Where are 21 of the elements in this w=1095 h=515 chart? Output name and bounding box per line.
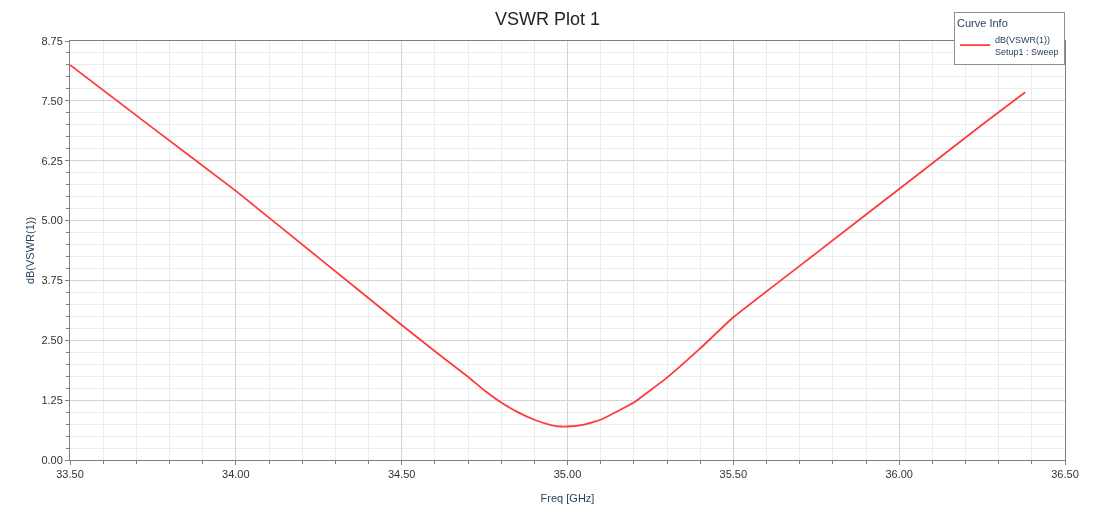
y-tick-label: 8.75 [41, 34, 63, 47]
x-tick-label: 35.50 [719, 468, 748, 481]
x-tick-label: 34.00 [222, 468, 250, 481]
y-axis-title: dB(VSWR(1)) [24, 216, 37, 285]
x-tick-label: 34.50 [387, 468, 416, 481]
chart-title: VSWR Plot 1 [494, 9, 601, 30]
legend-label: dB(VSWR(1)) Setup1 : Sweep [995, 34, 1059, 57]
x-tick-label: 36.50 [1051, 468, 1079, 481]
y-tick-label: 1.25 [41, 393, 63, 406]
y-tick-label: 5.00 [41, 214, 63, 227]
x-tick-label: 35.00 [553, 468, 582, 481]
legend-title: Curve Info [957, 16, 1008, 29]
y-tick-label: 6.25 [41, 154, 63, 167]
y-tick-label: 0.00 [41, 453, 63, 466]
y-tick-label: 3.75 [41, 274, 63, 287]
x-tick-label: 33.50 [56, 468, 84, 481]
line-series [70, 64, 1027, 428]
y-tick-label: 2.50 [41, 334, 63, 347]
y-tick-label: 7.50 [41, 94, 63, 107]
x-tick-label: 36.00 [885, 468, 913, 481]
x-axis-title: Freq [GHz] [540, 492, 595, 505]
